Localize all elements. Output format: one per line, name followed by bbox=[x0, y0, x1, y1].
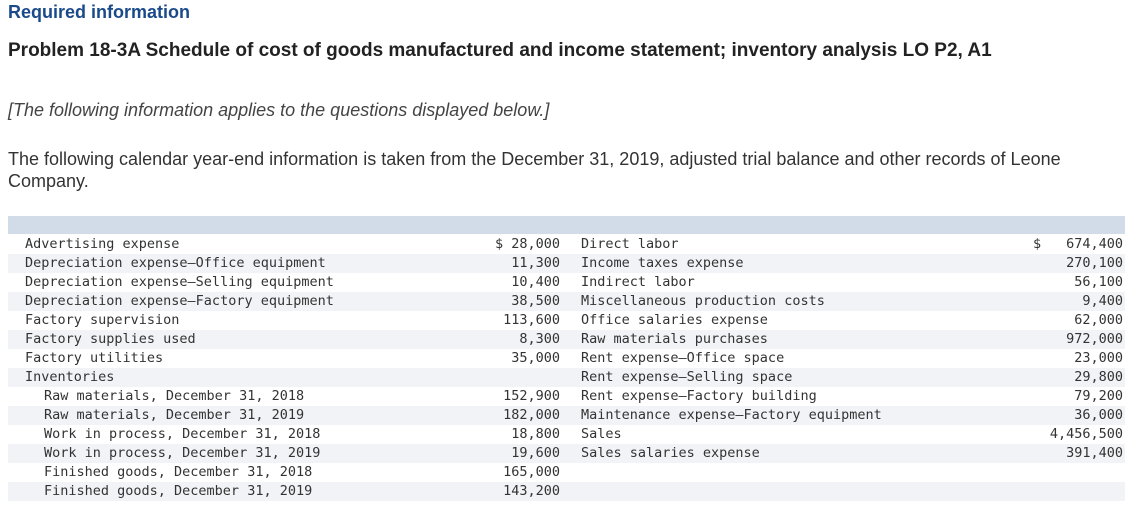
right-account-amount: 270,100 bbox=[1066, 255, 1123, 271]
table-row: Factory supplies used 8,300 Raw materials … bbox=[8, 330, 1125, 349]
table-row: Work in process, December 31, 2019 19,600… bbox=[8, 444, 1125, 463]
right-account-amount: 29,800 bbox=[1074, 369, 1123, 385]
left-account-amount: 11,300 bbox=[511, 255, 560, 271]
right-account-amount: 9,400 bbox=[1082, 293, 1123, 309]
left-account-label: Factory supplies used bbox=[25, 331, 196, 347]
right-account-label: Indirect labor bbox=[581, 274, 695, 290]
right-account-label: Rent expense—Selling space bbox=[581, 369, 793, 385]
required-information-heading: Required information bbox=[8, 2, 191, 22]
left-account-amount: $ 28,000 bbox=[494, 236, 560, 252]
table-row: Depreciation expense—Selling equipment 10… bbox=[8, 273, 1125, 292]
left-account-label: Depreciation expense—Office equipment bbox=[25, 255, 326, 271]
right-account-amount: 391,400 bbox=[1066, 445, 1123, 461]
right-account-amount: 23,000 bbox=[1074, 350, 1123, 366]
left-account-label: Factory supervision bbox=[25, 312, 180, 328]
applies-note: [The following information applies to th… bbox=[8, 100, 550, 120]
left-account-label: Depreciation expense—Factory equipment bbox=[25, 293, 334, 309]
left-account-amount: 143,200 bbox=[503, 483, 560, 499]
table-row: Finished goods, December 31, 2019 143,200 bbox=[8, 482, 1125, 501]
left-account-label: Advertising expense bbox=[25, 236, 180, 252]
right-account-label: Miscellaneous production costs bbox=[581, 293, 825, 309]
right-account-amount: 972,000 bbox=[1066, 331, 1123, 347]
table-row: Work in process, December 31, 2018 18,800… bbox=[8, 425, 1125, 444]
left-account-label: Depreciation expense—Selling equipment bbox=[25, 274, 334, 290]
table-header-bar bbox=[8, 216, 1125, 234]
right-account-label: Income taxes expense bbox=[581, 255, 744, 271]
table-row: Factory utilities 35,000 Rent expense—Offi… bbox=[8, 349, 1125, 368]
left-account-amount: 19,600 bbox=[511, 445, 560, 461]
left-account-label: Work in process, December 31, 2019 bbox=[44, 445, 321, 461]
right-account-label: Raw materials purchases bbox=[581, 331, 768, 347]
left-account-label: Work in process, December 31, 2018 bbox=[44, 426, 321, 442]
problem-title: Problem 18-3A Schedule of cost of goods … bbox=[8, 40, 992, 61]
right-account-amount: 4,456,500 bbox=[1049, 426, 1123, 442]
table-row: Factory supervision 113,600 Office salarie… bbox=[8, 311, 1125, 330]
right-account-label: Sales salaries expense bbox=[581, 445, 760, 461]
table-row: Raw materials, December 31, 2019 182,000 M… bbox=[8, 406, 1125, 425]
table-row: Raw materials, December 31, 2018 152,900 R… bbox=[8, 387, 1125, 406]
right-account-label: Rent expense—Factory building bbox=[581, 388, 817, 404]
left-account-label: Raw materials, December 31, 2019 bbox=[44, 407, 305, 423]
right-account-amount: 62,000 bbox=[1074, 312, 1123, 328]
left-account-label: Factory utilities bbox=[25, 350, 164, 366]
right-account-amount: 79,200 bbox=[1074, 388, 1123, 404]
left-account-label: Raw materials, December 31, 2018 bbox=[44, 388, 305, 404]
table-row: Inventories Rent expense—Selling space 29,… bbox=[8, 368, 1125, 387]
left-account-amount: 152,900 bbox=[503, 388, 560, 404]
table-row: Finished goods, December 31, 2018 165,000 bbox=[8, 463, 1125, 482]
table-row: Depreciation expense—Factory equipment 38… bbox=[8, 292, 1125, 311]
left-account-label: Finished goods, December 31, 2018 bbox=[44, 464, 313, 480]
left-account-amount: 35,000 bbox=[511, 350, 560, 366]
right-account-label: Sales bbox=[581, 426, 622, 442]
right-account-label: Office salaries expense bbox=[581, 312, 768, 328]
left-account-label: Inventories bbox=[25, 369, 115, 385]
right-account-amount: 674,400 bbox=[1066, 236, 1123, 252]
left-account-amount: 165,000 bbox=[503, 464, 560, 480]
left-account-amount: 182,000 bbox=[503, 407, 560, 423]
left-account-amount: 10,400 bbox=[511, 274, 560, 290]
left-account-amount: 113,600 bbox=[503, 312, 560, 328]
trial-balance-table: Advertising expense $ 28,000 Direct labor $… bbox=[8, 234, 1125, 507]
left-account-amount: 38,500 bbox=[511, 293, 560, 309]
right-account-label: Rent expense—Office space bbox=[581, 350, 785, 366]
left-account-amount: 18,800 bbox=[511, 426, 560, 442]
table-row: Depreciation expense—Office equipment 11,… bbox=[8, 254, 1125, 273]
left-account-label: Finished goods, December 31, 2019 bbox=[44, 483, 313, 499]
intro-paragraph: The following calendar year-end informat… bbox=[8, 149, 1061, 191]
right-account-label: Direct labor bbox=[581, 236, 679, 252]
right-account-amount: 56,100 bbox=[1074, 274, 1123, 290]
table-row: Advertising expense $ 28,000 Direct labor $… bbox=[8, 235, 1125, 254]
right-account-amount: 36,000 bbox=[1074, 407, 1123, 423]
right-dollar-sign: $ bbox=[1033, 236, 1042, 252]
left-account-amount: 8,300 bbox=[519, 331, 560, 347]
right-account-label: Maintenance expense—Factory equipment bbox=[581, 407, 882, 423]
